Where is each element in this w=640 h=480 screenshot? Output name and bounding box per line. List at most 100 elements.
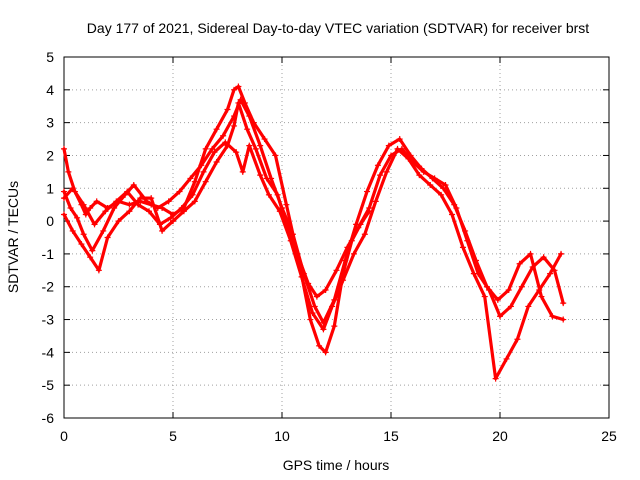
y-tick-label: -4 bbox=[42, 344, 55, 360]
grid bbox=[64, 57, 609, 418]
data-point bbox=[385, 142, 392, 149]
data-point bbox=[322, 349, 329, 356]
data-point bbox=[442, 181, 449, 188]
data-point bbox=[263, 175, 270, 182]
data-point bbox=[274, 191, 281, 198]
data-point bbox=[211, 149, 218, 156]
data-point bbox=[560, 300, 567, 307]
data-point bbox=[113, 198, 120, 205]
data-point bbox=[100, 227, 107, 234]
chart-title: Day 177 of 2021, Sidereal Day-to-day VTE… bbox=[87, 20, 589, 36]
data-point bbox=[394, 145, 401, 152]
data-point bbox=[126, 201, 133, 208]
data-point bbox=[159, 227, 166, 234]
data-point bbox=[235, 99, 242, 106]
x-tick-label: 5 bbox=[169, 428, 177, 444]
y-axis-title: SDTVAR / TECUs bbox=[5, 181, 21, 293]
data-point bbox=[191, 198, 198, 205]
data-point bbox=[483, 283, 490, 290]
data-point bbox=[80, 201, 87, 208]
series-line bbox=[62, 101, 371, 354]
data-point bbox=[494, 296, 501, 303]
data-point bbox=[61, 188, 67, 195]
data-point bbox=[167, 214, 174, 221]
data-point bbox=[558, 250, 565, 257]
data-point bbox=[309, 309, 316, 316]
data-point bbox=[130, 181, 137, 188]
data-point bbox=[497, 313, 503, 320]
data-point bbox=[209, 145, 216, 152]
data-point bbox=[322, 287, 329, 294]
data-point bbox=[102, 208, 109, 215]
data-point bbox=[516, 260, 523, 267]
data-point bbox=[187, 175, 194, 182]
data-point bbox=[176, 188, 183, 195]
data-point bbox=[148, 195, 155, 202]
data-point bbox=[237, 96, 244, 103]
data-point bbox=[65, 168, 72, 175]
x-tick-label: 25 bbox=[601, 428, 617, 444]
data-point bbox=[416, 172, 423, 179]
data-point bbox=[235, 83, 242, 90]
series-track-4 bbox=[61, 139, 565, 382]
data-point bbox=[170, 218, 176, 225]
data-point bbox=[374, 162, 381, 169]
y-tick-label: 1 bbox=[46, 180, 54, 196]
data-point bbox=[470, 270, 477, 277]
data-point bbox=[61, 211, 67, 218]
data-point bbox=[104, 234, 111, 241]
data-point bbox=[239, 168, 246, 175]
data-point bbox=[69, 227, 76, 234]
plot-frame bbox=[63, 56, 610, 419]
data-point bbox=[307, 316, 314, 323]
data-point bbox=[427, 181, 434, 188]
data-point bbox=[536, 287, 543, 294]
data-point bbox=[377, 172, 384, 179]
data-point bbox=[261, 136, 268, 143]
data-point bbox=[61, 195, 67, 202]
data-point bbox=[189, 191, 196, 198]
data-point bbox=[364, 188, 371, 195]
data-point bbox=[231, 86, 238, 93]
data-point bbox=[200, 168, 207, 175]
data-point bbox=[396, 136, 403, 143]
data-point bbox=[115, 218, 122, 225]
data-point bbox=[503, 355, 510, 362]
data-point bbox=[473, 257, 480, 264]
data-point bbox=[340, 277, 347, 284]
data-series bbox=[61, 83, 567, 382]
y-tick-label: 3 bbox=[46, 115, 54, 131]
data-point bbox=[372, 198, 379, 205]
data-point bbox=[361, 231, 368, 238]
data-point bbox=[257, 142, 264, 149]
data-point bbox=[538, 293, 545, 300]
y-tick-label: -6 bbox=[42, 410, 55, 426]
data-point bbox=[525, 303, 532, 310]
x-tick-label: 0 bbox=[60, 428, 68, 444]
data-point bbox=[246, 113, 253, 120]
data-point bbox=[350, 250, 357, 257]
data-point bbox=[540, 254, 547, 261]
x-axis-title: GPS time / hours bbox=[283, 457, 390, 473]
data-point bbox=[91, 221, 98, 228]
data-point bbox=[80, 231, 87, 238]
y-tick-label: 5 bbox=[46, 49, 54, 65]
data-point bbox=[298, 273, 305, 280]
data-point bbox=[87, 204, 94, 211]
data-point bbox=[87, 254, 94, 261]
data-point bbox=[429, 175, 436, 182]
data-point bbox=[527, 250, 534, 257]
data-point bbox=[74, 214, 81, 221]
x-tick-label: 20 bbox=[492, 428, 508, 444]
y-tick-label: -2 bbox=[42, 279, 55, 295]
data-point bbox=[492, 375, 499, 382]
data-point bbox=[93, 198, 100, 205]
data-point bbox=[156, 221, 163, 228]
data-point bbox=[78, 241, 85, 248]
data-point bbox=[383, 168, 390, 175]
data-point bbox=[462, 227, 469, 234]
data-point bbox=[222, 139, 229, 146]
y-tick-label: 2 bbox=[46, 147, 54, 163]
data-point bbox=[146, 208, 153, 215]
data-point bbox=[89, 247, 96, 254]
